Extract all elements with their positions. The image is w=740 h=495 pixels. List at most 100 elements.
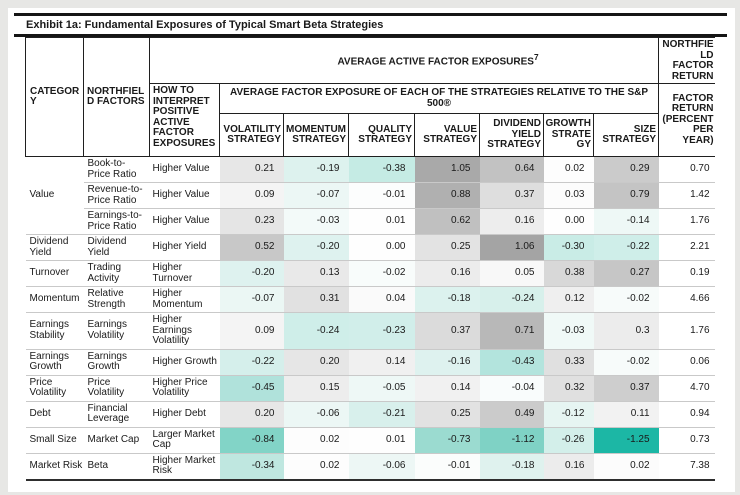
category-cell: Small Size <box>25 426 84 453</box>
exposure-cell: 0.52 <box>219 234 284 261</box>
table-row: Turnover Trading Activity Higher Turnover -… <box>25 260 715 287</box>
exposure-cell: 0.71 <box>479 312 544 349</box>
exposure-cell: -0.12 <box>543 400 594 427</box>
exposure-cell: 0.25 <box>414 400 480 427</box>
exposure-cell: 0.00 <box>348 234 415 261</box>
exposure-cell: 0.02 <box>543 156 594 183</box>
header-row-3: VOLATILITY STRATEGY MOMENTUM STRATEGY QU… <box>26 113 715 157</box>
category-cell: Momentum <box>25 286 84 313</box>
interpret-cell: Higher Market Risk <box>149 452 220 480</box>
exposure-cell: 0.09 <box>219 312 284 349</box>
exposure-cell: -0.01 <box>348 182 415 209</box>
exposure-cell: -0.16 <box>414 348 480 375</box>
category-cell: Value <box>29 189 55 201</box>
exposure-cell: -0.14 <box>593 208 659 235</box>
exposure-cell: -0.06 <box>283 400 349 427</box>
exposure-cell: -0.23 <box>348 312 415 349</box>
exposure-cell: 0.3 <box>593 312 659 349</box>
exhibit-title: Exhibit 1a: Fundamental Exposures of Typ… <box>14 13 727 37</box>
category-cell: Price Volatility <box>25 374 84 401</box>
header-row-1: CATEGORY NORTHFIELD FACTORS AVERAGE ACTI… <box>25 37 715 157</box>
col-header-northfield-factor-return: NORTHFIELD FACTOR RETURN <box>658 37 715 84</box>
factor-cell: Beta <box>83 452 150 480</box>
category-cell: Turnover <box>25 260 84 287</box>
exposure-cell: 0.01 <box>348 208 415 235</box>
table-row: Small Size Market Cap Larger Market Cap -0.… <box>25 426 715 453</box>
exposure-cell: -0.18 <box>479 452 544 480</box>
exposure-cell: -0.21 <box>348 400 415 427</box>
exposure-cell: 0.02 <box>593 452 659 480</box>
exposure-cell: 0.38 <box>543 260 594 287</box>
exposure-cell: 0.20 <box>283 348 349 375</box>
interpret-cell: Higher Growth <box>149 348 220 375</box>
exposure-cell: 0.29 <box>593 156 659 183</box>
interpret-cell: Higher Value <box>149 182 220 209</box>
return-cell: 0.94 <box>658 400 715 427</box>
exposure-cell: -0.03 <box>283 208 349 235</box>
exposure-cell: 0.00 <box>543 208 594 235</box>
exposure-cell: 0.13 <box>283 260 349 287</box>
table-row: Market Risk Beta Higher Market Risk -0.34 0.… <box>25 452 715 480</box>
exposure-cell: -0.04 <box>479 374 544 401</box>
exposure-cell: 0.25 <box>414 234 480 261</box>
table-body: Value Book-to-Price Ratio Higher Value 0.21… <box>25 156 715 480</box>
return-cell: 0.73 <box>658 426 715 453</box>
interpret-cell: Higher Turnover <box>149 260 220 287</box>
exposure-cell: -0.22 <box>219 348 284 375</box>
col-header-category: CATEGORY <box>25 37 84 157</box>
header-row-2: HOW TO INTERPRET POSITIVE ACTIVE FACTOR … <box>26 83 715 157</box>
exposure-cell: -0.84 <box>219 426 284 453</box>
table-row: Earnings-to-Price Ratio Higher Value 0.23-… <box>26 208 715 235</box>
category-cell: Market Risk <box>25 452 84 480</box>
exposure-cell: -0.26 <box>543 426 594 453</box>
col-header-factor-return: FACTOR RETURN (PERCENT PER YEAR) <box>658 83 715 157</box>
interpret-cell: Higher Momentum <box>149 286 220 313</box>
exposure-cell: 0.64 <box>479 156 544 183</box>
return-cell: 2.21 <box>658 234 715 261</box>
exposure-cell: 0.03 <box>543 182 594 209</box>
header-relative-to-sp500: AVERAGE FACTOR EXPOSURE OF EACH OF THE S… <box>218 83 660 114</box>
factor-cell: Earnings Growth <box>83 348 150 375</box>
exhibit-sheet: Exhibit 1a: Fundamental Exposures of Typ… <box>8 8 735 492</box>
return-cell: 0.06 <box>658 348 715 375</box>
exposure-cell: 0.32 <box>543 374 594 401</box>
col-header-how-to-interpret: HOW TO INTERPRET POSITIVE ACTIVE FACTOR … <box>149 83 220 157</box>
col-header-northfield-factors: NORTHFIELD FACTORS <box>83 37 150 157</box>
category-cell: Debt <box>25 400 84 427</box>
table-row: Value Book-to-Price Ratio Higher Value 0.21… <box>26 156 715 200</box>
return-cell: 0.70 <box>658 156 715 183</box>
category-cell: Dividend Yield <box>25 234 84 261</box>
interpret-cell: Higher Value <box>152 163 210 175</box>
exposure-cell: -0.02 <box>348 260 415 287</box>
table-row: Earnings Growth Earnings Growth Higher Gro… <box>25 348 715 375</box>
col-header-volatility-strategy: VOLATILITY STRATEGY <box>219 113 284 157</box>
header-average-active-label: AVERAGE ACTIVE FACTOR EXPOSURES <box>337 56 534 68</box>
factor-cell: Earnings Volatility <box>83 312 150 349</box>
exposure-cell: 0.14 <box>414 374 480 401</box>
exposure-cell: 0.01 <box>348 426 415 453</box>
factor-cell: Relative Strength <box>83 286 150 313</box>
exposure-cell: -0.07 <box>283 182 349 209</box>
exposure-cell: -0.20 <box>219 260 284 287</box>
exposure-cell: 0.31 <box>283 286 349 313</box>
exposure-cell: -0.45 <box>219 374 284 401</box>
exposure-cell: -0.24 <box>479 286 544 313</box>
exposure-cell: 0.04 <box>348 286 415 313</box>
factor-cell: Earnings-to-Price Ratio <box>83 208 150 235</box>
table-row: Price Volatility Price Volatility Higher P… <box>25 374 715 401</box>
exposure-cell: 0.23 <box>219 208 284 235</box>
factor-cell: Dividend Yield <box>83 234 150 261</box>
exposure-cell: 0.33 <box>543 348 594 375</box>
exposure-cell: 0.02 <box>283 452 349 480</box>
exposure-cell: 0.79 <box>593 182 659 209</box>
exposure-cell: 0.20 <box>219 400 284 427</box>
exposure-cell: -0.34 <box>219 452 284 480</box>
category-cell: Earnings Stability <box>25 312 84 349</box>
return-cell: 1.42 <box>658 182 715 209</box>
exposure-cell: -0.20 <box>283 234 349 261</box>
footnote-marker: 7 <box>533 52 539 63</box>
exposure-cell: 0.27 <box>593 260 659 287</box>
exposure-cell: -0.18 <box>414 286 480 313</box>
col-header-growth-strategy: GROWTH STRATEGY <box>543 113 594 157</box>
exposure-cell: -0.24 <box>283 312 349 349</box>
